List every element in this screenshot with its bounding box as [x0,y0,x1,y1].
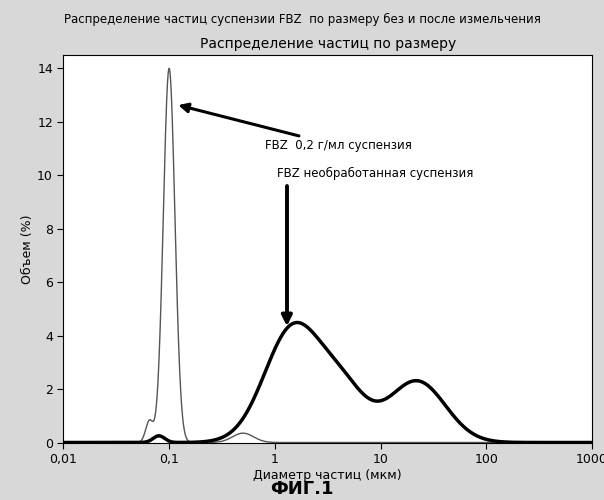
Text: ФИГ.1: ФИГ.1 [270,480,334,498]
Text: FBZ  0,2 г/мл суспензия: FBZ 0,2 г/мл суспензия [182,104,411,152]
Text: FBZ необработанная суспензия: FBZ необработанная суспензия [277,168,474,322]
Title: Распределение частиц по размеру: Распределение частиц по размеру [199,37,456,51]
Y-axis label: Объем (%): Объем (%) [21,214,34,284]
Text: Распределение частиц суспензии FBZ  по размеру без и после измельчения: Распределение частиц суспензии FBZ по ра… [63,12,541,26]
X-axis label: Диаметр частиц (мкм): Диаметр частиц (мкм) [253,468,402,481]
